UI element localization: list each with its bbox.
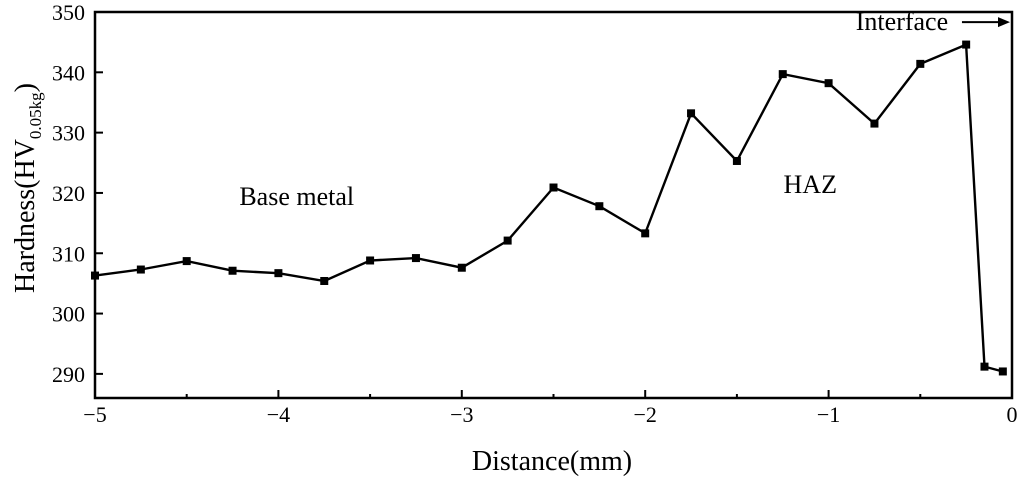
y-tick-label: 330 (52, 121, 85, 146)
x-tick-label: −3 (450, 402, 473, 427)
data-point-marker (687, 109, 696, 118)
data-point-marker (641, 229, 650, 238)
data-point-marker (732, 156, 741, 165)
plot-frame (93, 10, 1014, 400)
y-tick-label: 310 (52, 241, 85, 266)
x-tick-label: −4 (267, 402, 290, 427)
data-point-marker (998, 367, 1007, 376)
x-tick-label: −5 (83, 402, 106, 427)
data-point-marker (962, 40, 971, 49)
annotation-interface: Interface (856, 7, 948, 36)
y-axis-title-subscript: 0.05kg (26, 92, 45, 139)
data-point-marker (549, 183, 558, 192)
data-point-marker (457, 263, 466, 272)
data-point-marker (320, 276, 329, 285)
data-point-marker (366, 256, 375, 265)
data-point-marker (980, 362, 989, 371)
y-tick-label: 340 (52, 60, 85, 85)
y-tick-label: 350 (52, 0, 85, 25)
x-tick-label: −1 (817, 402, 840, 427)
data-point-marker (274, 269, 283, 278)
y-tick-label: 300 (52, 302, 85, 327)
data-point-marker (916, 59, 925, 68)
data-point-marker (182, 257, 191, 266)
data-point-marker (870, 119, 879, 128)
y-tick-label: 290 (52, 362, 85, 387)
data-point-marker (503, 236, 512, 245)
data-point-marker (228, 266, 237, 275)
y-axis-title-close: ) (10, 83, 41, 92)
x-axis-title: Distance(mm) (472, 446, 632, 477)
y-axis-title-main: Hardness(HV (10, 139, 41, 293)
annotation-base-metal: Base metal (239, 182, 354, 211)
annotation-haz: HAZ (784, 170, 837, 199)
data-point-marker (136, 265, 145, 274)
data-point-marker (778, 70, 787, 79)
interface-arrow-head (998, 17, 1010, 28)
y-tick-label: 320 (52, 181, 85, 206)
x-tick-label: −2 (633, 402, 656, 427)
y-axis-title: Hardness(HV0.05kg) (10, 83, 45, 293)
data-point-marker (824, 79, 833, 88)
series-line (94, 42, 1004, 373)
data-point-marker (411, 254, 420, 263)
data-point-marker (595, 202, 604, 211)
x-tick-label: 0 (1007, 402, 1018, 427)
data-point-marker (91, 271, 99, 280)
